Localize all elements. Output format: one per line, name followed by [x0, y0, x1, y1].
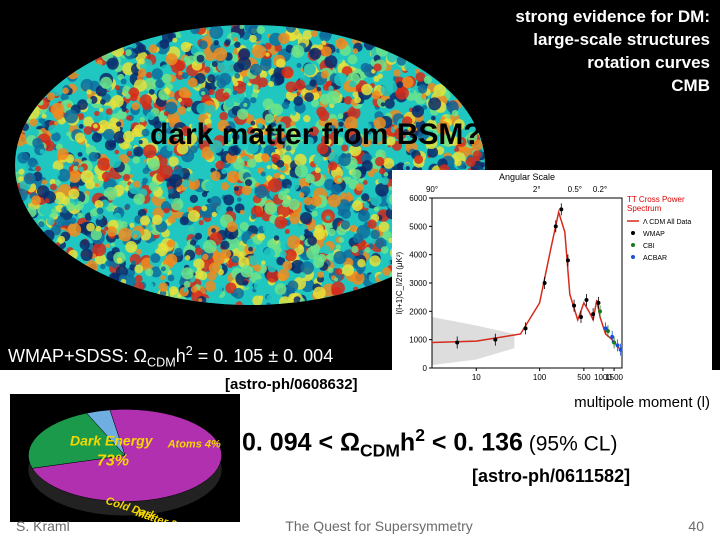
svg-text:10: 10 — [472, 373, 481, 382]
svg-text:l(l+1)C_l/2π (μK²): l(l+1)C_l/2π (μK²) — [395, 251, 404, 314]
sup-2: 2 — [415, 425, 425, 445]
wmap-sdss-result: WMAP+SDSS: ΩCDMh2 = 0. 105 ± 0. 004 — [8, 344, 333, 370]
svg-text:2°: 2° — [533, 185, 541, 194]
reference-1: [astro-ph/0608632] — [221, 374, 362, 395]
range-b: < 0. 136 — [425, 428, 523, 456]
svg-text:100: 100 — [533, 373, 547, 382]
svg-text:Atoms 4%: Atoms 4% — [167, 438, 221, 450]
page-number: 40 — [688, 518, 704, 534]
conf-level: (95% CL) — [523, 432, 618, 455]
svg-text:73%: 73% — [97, 452, 129, 469]
svg-text:Dark Energy: Dark Energy — [70, 432, 154, 448]
omega-range: 0. 094 < ΩCDMh2 < 0. 136 (95% CL) — [242, 425, 617, 461]
svg-text:CBI: CBI — [643, 243, 655, 250]
presentation-title: The Quest for Supersymmetry — [285, 518, 473, 534]
svg-text:6000: 6000 — [409, 194, 427, 203]
slide-footer: S. Kraml The Quest for Supersymmetry 40 — [0, 518, 720, 534]
evidence-line: CMB — [515, 75, 710, 98]
svg-text:Angular Scale: Angular Scale — [499, 172, 555, 182]
sup-2: 2 — [186, 344, 193, 358]
wmap-value: = 0. 105 ± 0. 004 — [193, 346, 333, 366]
sub-cdm: CDM — [147, 356, 176, 370]
power-spectrum-chart: 0100020003000400050006000101005001000150… — [392, 170, 712, 388]
reference-2: [astro-ph/0611582] — [472, 466, 630, 487]
omega-sym: Ω — [134, 346, 147, 366]
svg-text:0: 0 — [423, 364, 428, 373]
h-sym: h — [400, 428, 415, 456]
svg-text:1000: 1000 — [409, 336, 427, 345]
author: S. Kraml — [16, 518, 70, 534]
svg-text:90°: 90° — [426, 185, 438, 194]
h-sym: h — [176, 346, 186, 366]
range-a: 0. 094 < — [242, 428, 340, 456]
multipole-axis-label: multipole moment (l) — [572, 394, 712, 411]
energy-content-pie: Dark Energy73%Atoms 4%Cold DarkMatter 23… — [10, 394, 240, 522]
evidence-block: strong evidence for DM: large-scale stru… — [515, 6, 710, 98]
svg-text:3000: 3000 — [409, 279, 427, 288]
svg-text:WMAP: WMAP — [643, 231, 665, 238]
svg-text:ACBAR: ACBAR — [643, 255, 667, 262]
svg-text:Spectrum: Spectrum — [627, 204, 662, 213]
svg-text:1500: 1500 — [605, 373, 623, 382]
omega-sym: Ω — [340, 428, 360, 456]
svg-text:0.2°: 0.2° — [593, 185, 607, 194]
svg-text:TT Cross Power: TT Cross Power — [627, 195, 685, 204]
svg-text:4000: 4000 — [409, 251, 427, 260]
wmap-prefix: WMAP+SDSS: — [8, 346, 134, 366]
evidence-line: rotation curves — [515, 52, 710, 75]
sub-cdm: CDM — [360, 440, 400, 460]
svg-text:Λ CDM All Data: Λ CDM All Data — [643, 219, 691, 226]
svg-text:5000: 5000 — [409, 222, 427, 231]
evidence-line: large-scale structures — [515, 29, 710, 52]
svg-text:0.5°: 0.5° — [568, 185, 582, 194]
main-title: dark matter from BSM? — [150, 118, 482, 152]
svg-text:2000: 2000 — [409, 307, 427, 316]
svg-text:500: 500 — [577, 373, 591, 382]
evidence-line: strong evidence for DM: — [515, 6, 710, 29]
